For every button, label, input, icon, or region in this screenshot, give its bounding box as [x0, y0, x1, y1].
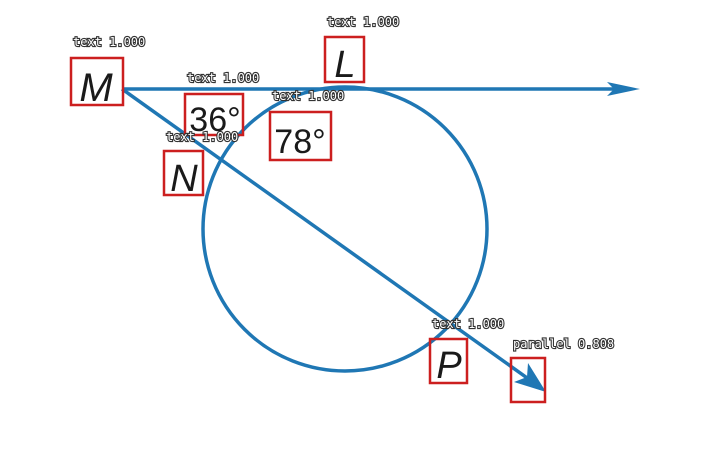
arrow-head-ml: [607, 82, 640, 96]
arrow-head-mp: [514, 363, 546, 392]
detection-box-36: [183, 92, 245, 137]
point-label-l: L: [334, 44, 355, 86]
angle-label-36: 36°: [189, 101, 240, 139]
detection-tag-36: text 1.000: [187, 71, 259, 85]
detection-box-p: [428, 337, 469, 385]
detection-box-n: [162, 149, 205, 197]
detection-box-l: [323, 35, 366, 84]
detection-tag-78: text 1.000: [272, 89, 344, 103]
detection-tag-n: text 1.000: [166, 130, 238, 144]
detection-box-78: [268, 110, 333, 162]
point-label-n: N: [170, 158, 198, 200]
detection-tag-l: text 1.000: [327, 15, 399, 29]
detection-tag-m: text 1.000: [73, 35, 145, 49]
secant-ray-mp: [120, 87, 532, 382]
detection-tag-arrow: parallel 0.808: [513, 337, 614, 351]
detection-tag-p: text 1.000: [432, 317, 504, 331]
point-label-m: M: [79, 66, 113, 110]
detection-box-arrow: [509, 356, 547, 404]
point-label-p: P: [436, 345, 462, 387]
detection-box-m: [69, 56, 125, 107]
angle-label-78: 78°: [274, 123, 325, 161]
circle: [201, 85, 489, 373]
